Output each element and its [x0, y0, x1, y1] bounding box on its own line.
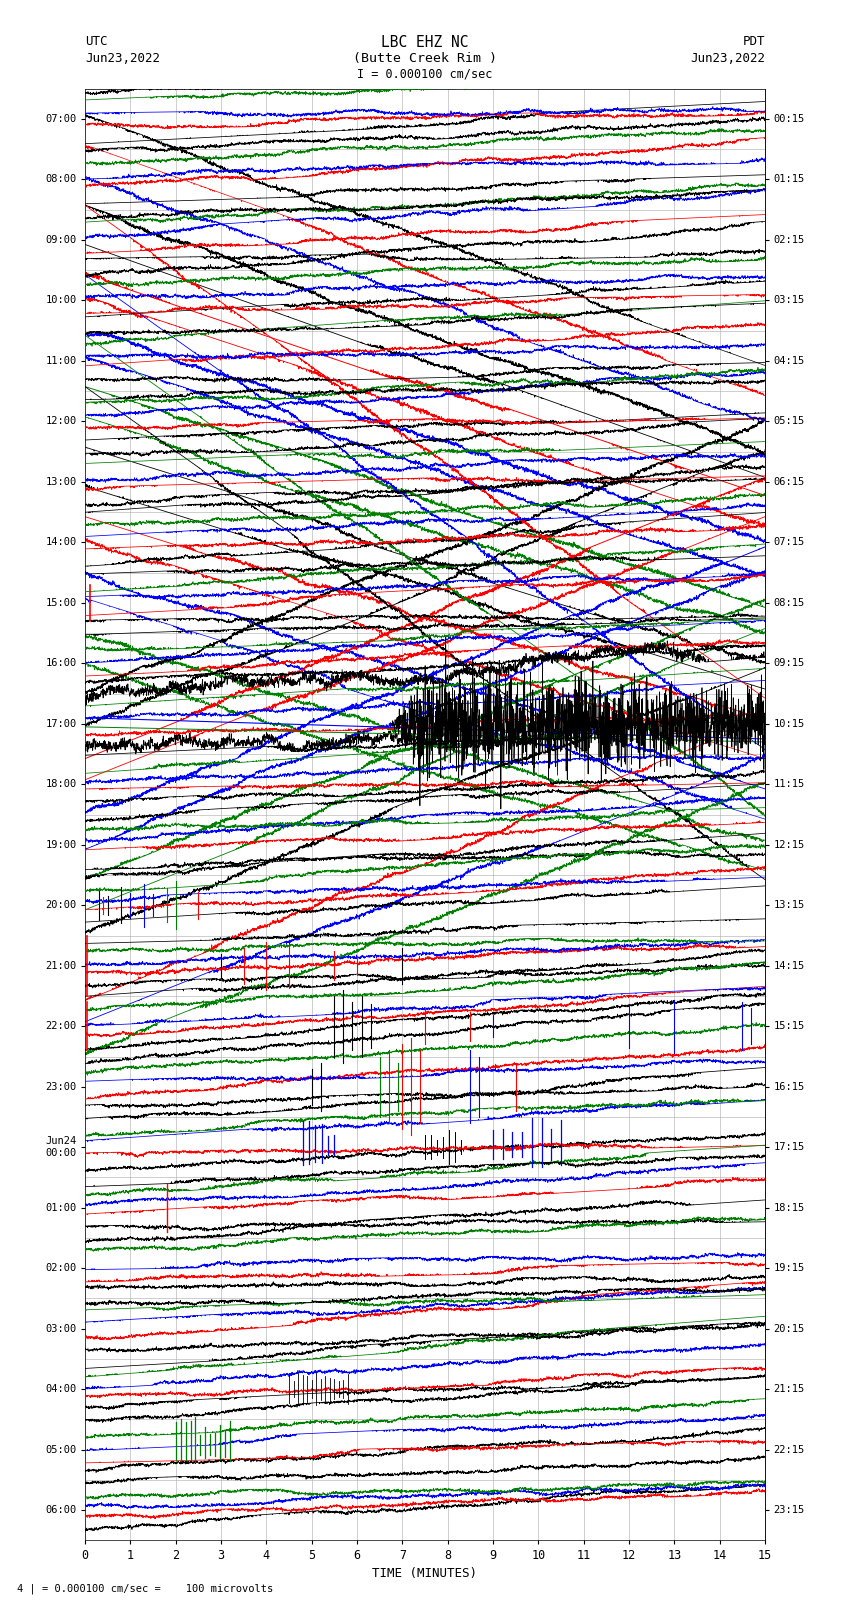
Text: Jun23,2022: Jun23,2022 — [85, 52, 160, 65]
Text: I = 0.000100 cm/sec: I = 0.000100 cm/sec — [357, 68, 493, 81]
X-axis label: TIME (MINUTES): TIME (MINUTES) — [372, 1568, 478, 1581]
Text: LBC EHZ NC: LBC EHZ NC — [382, 35, 468, 50]
Text: 4 | = 0.000100 cm/sec =    100 microvolts: 4 | = 0.000100 cm/sec = 100 microvolts — [17, 1582, 273, 1594]
Text: (Butte Creek Rim ): (Butte Creek Rim ) — [353, 52, 497, 65]
Text: UTC: UTC — [85, 35, 107, 48]
Text: PDT: PDT — [743, 35, 765, 48]
Text: Jun23,2022: Jun23,2022 — [690, 52, 765, 65]
